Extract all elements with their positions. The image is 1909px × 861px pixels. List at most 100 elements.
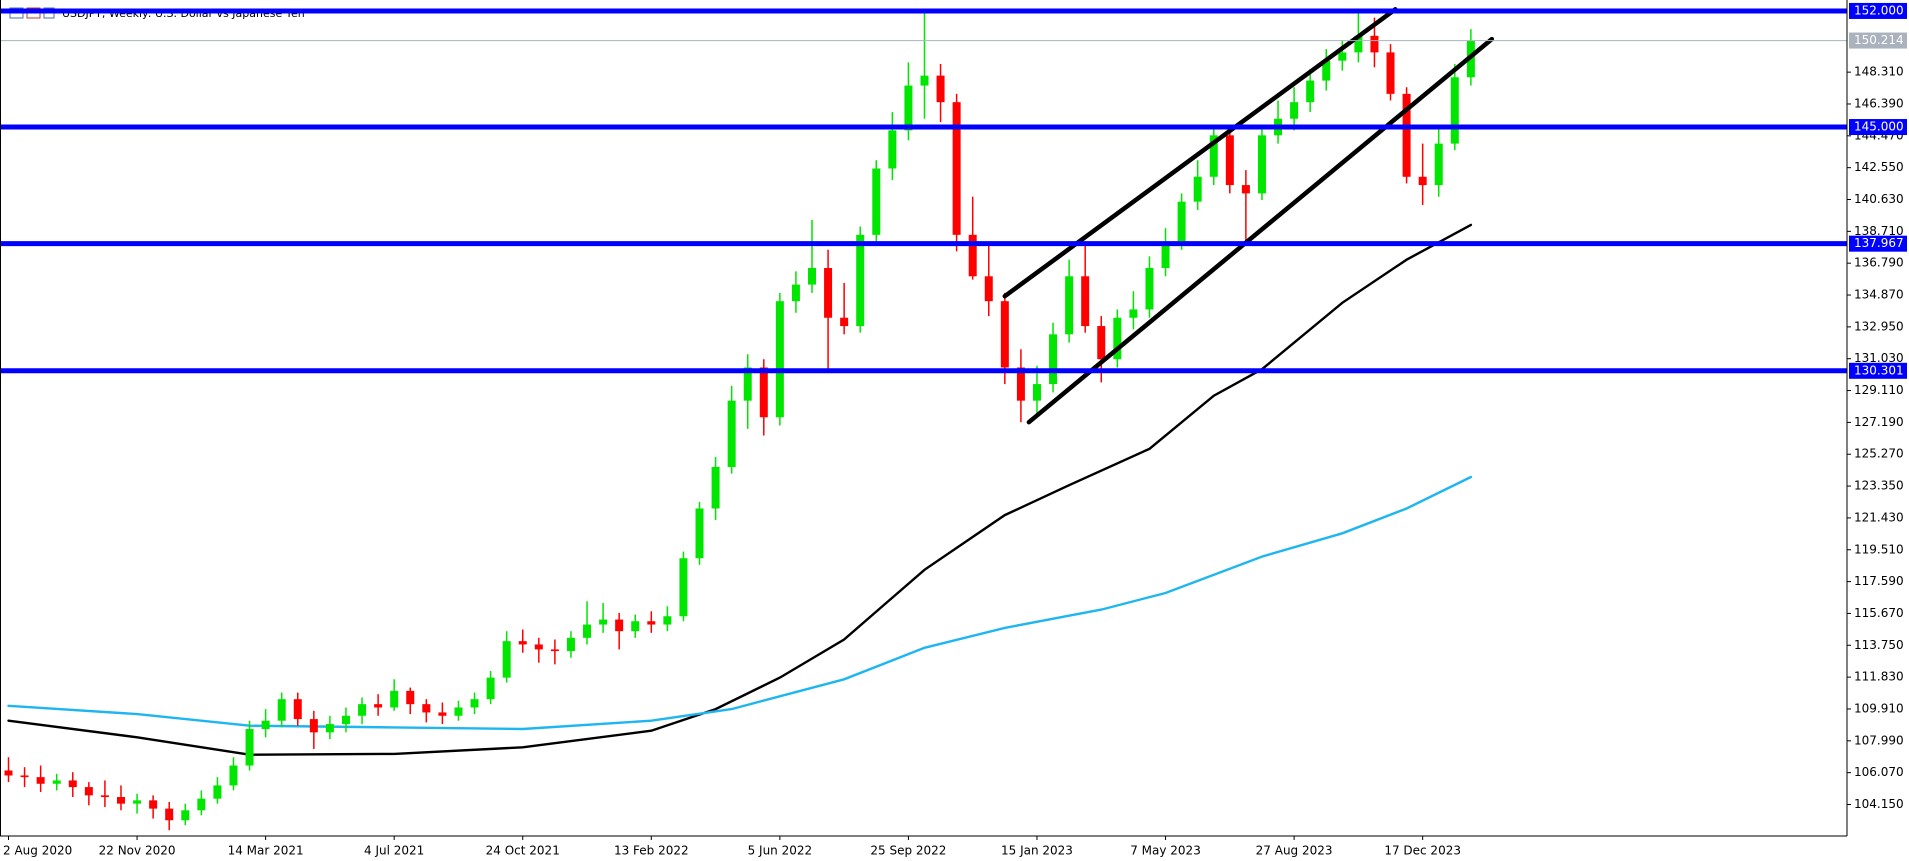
- candle-body: [1354, 35, 1363, 53]
- candle-body: [759, 367, 768, 418]
- moving-average: [7, 475, 1473, 731]
- x-tick-label: 24 Oct 2021: [486, 844, 560, 858]
- candle-body: [1450, 77, 1459, 144]
- candle-body: [518, 641, 527, 645]
- level-label-box: [1849, 235, 1907, 252]
- candle-body: [502, 641, 511, 678]
- candle-body: [390, 690, 399, 708]
- x-tick-label: 2 Aug 2020: [3, 844, 72, 858]
- trend-line: [1002, 7, 1398, 299]
- candle-body: [856, 234, 865, 327]
- candle-body: [679, 558, 688, 617]
- candle-body: [615, 619, 624, 632]
- candle-body: [743, 367, 752, 401]
- candle-body: [165, 808, 174, 821]
- y-tick-label: 134.870: [1854, 288, 1904, 302]
- candle-body: [100, 795, 109, 798]
- candle-body: [872, 168, 881, 235]
- candle-body: [1402, 93, 1411, 177]
- level-label: 137.967: [1854, 236, 1904, 250]
- y-tick-label: 109.910: [1854, 701, 1904, 715]
- level-label-box: [1849, 2, 1907, 19]
- candle-body: [229, 765, 238, 786]
- x-tick-label: 7 May 2023: [1130, 844, 1201, 858]
- x-tick-label: 22 Nov 2020: [99, 844, 176, 858]
- candle-body: [984, 276, 993, 302]
- y-tick-label: 121.430: [1854, 510, 1904, 524]
- candle-body: [711, 467, 720, 509]
- level-label-box: [1849, 119, 1907, 136]
- candle-body: [566, 637, 575, 652]
- candle-body: [261, 720, 270, 730]
- candle-body: [52, 780, 61, 784]
- candle-body: [486, 677, 495, 700]
- y-tick-label: 131.030: [1854, 351, 1904, 365]
- candle-body: [325, 724, 334, 733]
- y-tick-label: 107.990: [1854, 733, 1904, 747]
- x-tick-label: 15 Jan 2023: [1001, 844, 1073, 858]
- y-tick-label: 129.110: [1854, 383, 1904, 397]
- candle-body: [1097, 326, 1106, 360]
- y-tick-label: 123.350: [1854, 479, 1904, 493]
- candle-body: [4, 770, 13, 776]
- candle-body: [534, 644, 543, 650]
- candle-body: [1161, 243, 1170, 268]
- candle-body: [824, 267, 833, 318]
- x-tick-label: 27 Aug 2023: [1256, 844, 1333, 858]
- candle-body: [1113, 317, 1122, 360]
- candle-body: [1306, 80, 1315, 103]
- candle-body: [1434, 143, 1443, 186]
- candle-body: [1081, 276, 1090, 327]
- y-tick-label: 111.830: [1854, 670, 1904, 684]
- candle-body: [1016, 367, 1025, 401]
- candle-body: [1049, 334, 1058, 385]
- candle-body: [599, 619, 608, 625]
- candle-body: [1032, 384, 1041, 401]
- candle-body: [438, 712, 447, 716]
- candle-body: [1241, 185, 1250, 194]
- candle-body: [374, 704, 383, 708]
- level-label: 145.000: [1854, 120, 1904, 134]
- candle-body: [1193, 176, 1202, 202]
- candle-body: [84, 787, 93, 796]
- candle-body: [727, 400, 736, 468]
- candle-body: [116, 797, 125, 804]
- candle-body: [36, 777, 45, 784]
- y-tick-label: 104.150: [1854, 797, 1904, 811]
- candle-body: [968, 234, 977, 277]
- level-label-box: [1849, 362, 1907, 379]
- price-label: 150.214: [1854, 33, 1904, 47]
- candle-body: [149, 800, 158, 809]
- y-tick-label: 115.670: [1854, 606, 1904, 620]
- candle-body: [406, 690, 415, 705]
- candle-body: [1225, 135, 1234, 186]
- candle-body: [422, 704, 431, 713]
- y-tick-label: 125.270: [1854, 447, 1904, 461]
- y-tick-label: 106.070: [1854, 765, 1904, 779]
- candle-body: [550, 649, 559, 652]
- candle-body: [341, 715, 350, 725]
- level-label: 152.000: [1854, 3, 1904, 17]
- candle-body: [663, 616, 672, 625]
- y-tick-label: 117.590: [1854, 574, 1904, 588]
- candle-body: [936, 75, 945, 103]
- candle-body: [181, 810, 190, 821]
- y-tick-label: 148.310: [1854, 65, 1904, 79]
- y-tick-label: 113.750: [1854, 638, 1904, 652]
- x-tick-label: 14 Mar 2021: [228, 844, 304, 858]
- y-tick-label: 136.790: [1854, 256, 1904, 270]
- candle-body: [1322, 60, 1331, 81]
- candle-body: [904, 85, 913, 131]
- y-tick-label: 146.390: [1854, 96, 1904, 110]
- candle-body: [647, 621, 656, 625]
- candle-body: [245, 729, 254, 766]
- candle-body: [888, 130, 897, 169]
- candle-body: [213, 785, 222, 799]
- candle-body: [1209, 135, 1218, 177]
- candle-body: [1386, 52, 1395, 94]
- candle-body: [1418, 176, 1427, 186]
- y-tick-label: 140.630: [1854, 192, 1904, 206]
- candle-body: [775, 301, 784, 418]
